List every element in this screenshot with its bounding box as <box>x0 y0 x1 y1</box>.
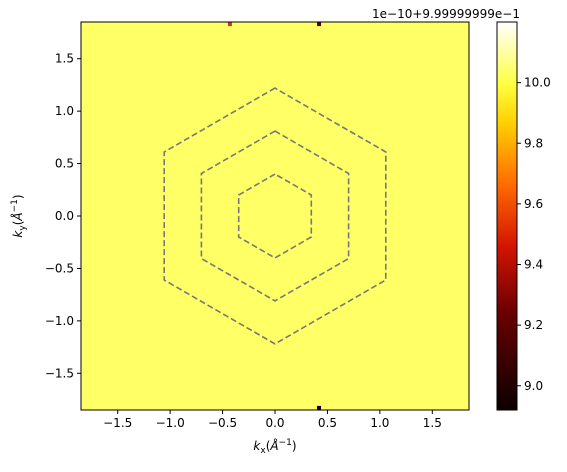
colorbar-tick-label: 9.0 <box>524 379 543 393</box>
x-tick-label: 0.0 <box>265 416 284 430</box>
colorbar-frame <box>496 21 518 411</box>
heatmap-axes: −1.5 −1.0 −0.5 0.0 0.5 1.0 1.5 1.5 1.0 0.5 0.0 −0.… <box>10 21 470 456</box>
x-tick-label: −1.5 <box>103 416 132 430</box>
y-tick-label: −0.5 <box>45 261 74 275</box>
edge-spots <box>227 22 322 410</box>
colorbar-gradient <box>497 22 517 410</box>
colorbar-offset-label: 1e−10+9.99999999e−1 <box>372 7 520 21</box>
hexagon-1 <box>237 173 313 259</box>
x-tick-label: −1.0 <box>156 416 185 430</box>
colorbar-ticks: 9.0 9.2 9.4 9.6 9.8 10.0 <box>517 76 551 393</box>
colorbar-tick-label: 10.0 <box>524 76 551 90</box>
hexagon-2 <box>200 130 350 302</box>
x-tick-label: 0.5 <box>318 416 337 430</box>
hexagon-contours <box>163 87 387 345</box>
y-tick-label: 0.0 <box>55 209 74 223</box>
y-tick-label: −1.0 <box>45 314 74 328</box>
y-axis-label: ky(Å−1) <box>10 194 28 237</box>
x-axis-label: kx(Å−1) <box>253 438 296 456</box>
x-tick-label: 1.5 <box>423 416 442 430</box>
y-tick-label: 1.5 <box>55 52 74 66</box>
y-axis-ticks: 1.5 1.0 0.5 0.0 −0.5 −1.0 −1.5 <box>45 52 81 380</box>
y-tick-label: −1.5 <box>45 366 74 380</box>
x-tick-label: 1.0 <box>370 416 389 430</box>
spot-1 <box>227 22 232 27</box>
spot-3 <box>317 405 322 410</box>
colorbar-tick-label: 9.8 <box>524 136 543 150</box>
colorbar-tick-label: 9.2 <box>524 318 543 332</box>
colorbar-tick-label: 9.4 <box>524 258 543 272</box>
hexagon-3 <box>163 87 387 345</box>
y-tick-label: 1.0 <box>55 104 74 118</box>
colorbar-tick-label: 9.6 <box>524 197 543 211</box>
spot-2 <box>317 22 322 27</box>
x-tick-label: −0.5 <box>208 416 237 430</box>
heatmap-field <box>81 22 469 410</box>
y-tick-label: 0.5 <box>55 157 74 171</box>
colorbar: 9.0 9.2 9.4 9.6 9.8 10.0 1e−10+9.99999999e−1 <box>372 7 551 411</box>
x-axis-ticks: −1.5 −1.0 −0.5 0.0 0.5 1.0 1.5 <box>103 410 442 430</box>
